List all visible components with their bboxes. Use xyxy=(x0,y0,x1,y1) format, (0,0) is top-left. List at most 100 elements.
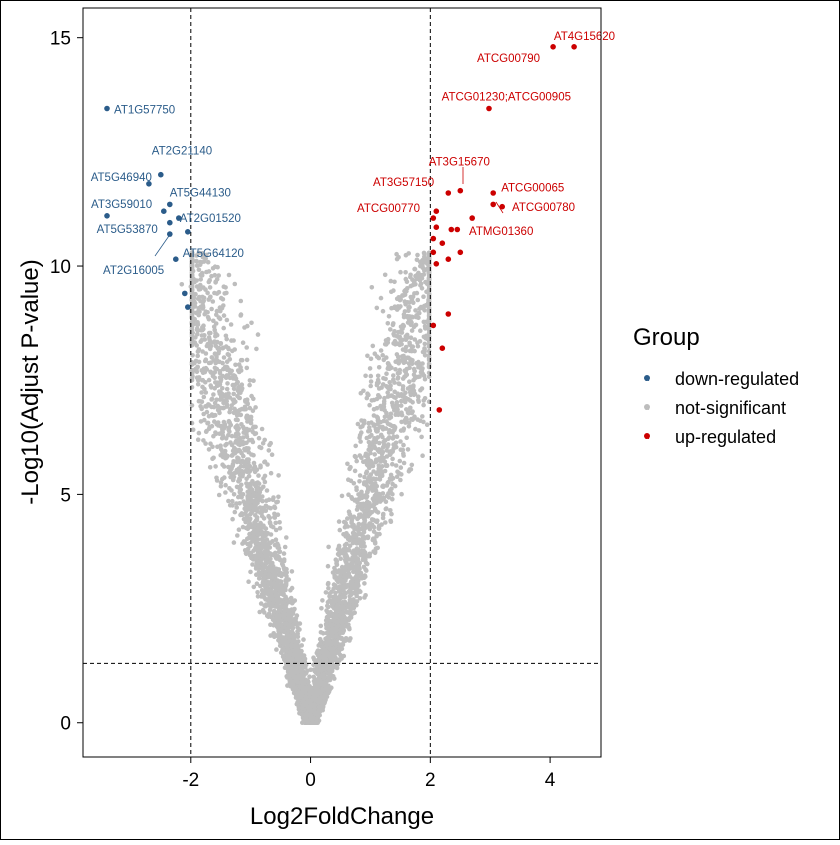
ns-point xyxy=(387,366,392,372)
ns-point xyxy=(325,563,331,569)
ns-point xyxy=(190,427,196,433)
ns-point xyxy=(234,484,240,490)
ns-point xyxy=(385,444,390,450)
ns-point xyxy=(291,636,297,641)
ns-point xyxy=(387,435,392,440)
ns-point xyxy=(296,697,301,703)
ns-point xyxy=(231,338,236,343)
ns-point xyxy=(226,498,231,504)
ns-point xyxy=(390,322,396,328)
ns-point xyxy=(339,580,345,585)
ns-point xyxy=(394,400,400,405)
ns-point xyxy=(237,476,242,482)
ns-point xyxy=(212,272,218,278)
ns-point xyxy=(424,422,430,428)
ns-point xyxy=(195,381,201,387)
ns-point xyxy=(242,548,248,553)
ns-point xyxy=(198,399,203,404)
ns-point xyxy=(403,420,408,425)
ns-point xyxy=(417,339,423,344)
ns-point xyxy=(231,540,237,545)
ns-point xyxy=(368,383,374,389)
ns-point xyxy=(378,459,384,464)
ns-point xyxy=(416,428,422,433)
ns-point xyxy=(297,621,303,626)
ns-point xyxy=(201,438,206,443)
ns-point xyxy=(361,534,366,539)
ns-point xyxy=(245,419,250,424)
ns-point xyxy=(336,623,341,628)
ns-point xyxy=(250,498,255,504)
ns-point xyxy=(399,491,404,497)
ns-point xyxy=(383,376,388,382)
ns-point xyxy=(212,365,218,371)
ns-point xyxy=(376,393,381,398)
ns-point xyxy=(399,419,404,425)
ns-point xyxy=(263,503,269,509)
ns-point xyxy=(268,470,274,476)
ns-point xyxy=(275,614,281,620)
ns-point xyxy=(392,329,397,334)
ns-point xyxy=(288,588,293,593)
ns-point xyxy=(239,406,245,412)
ns-point xyxy=(265,462,270,467)
ns-point xyxy=(385,321,391,326)
ns-point xyxy=(385,421,391,427)
ns-point xyxy=(327,593,332,599)
ns-point xyxy=(206,269,212,274)
ns-point xyxy=(376,355,382,361)
ns-point xyxy=(228,474,233,480)
ns-point xyxy=(249,534,255,539)
ns-point xyxy=(213,431,219,437)
ns-point xyxy=(390,430,395,435)
ns-point xyxy=(236,362,242,367)
ns-point xyxy=(408,272,413,278)
ns-point xyxy=(367,500,372,506)
ns-point xyxy=(419,368,425,374)
ns-point xyxy=(266,572,272,577)
ns-point xyxy=(262,543,267,548)
ns-point xyxy=(218,394,224,399)
ns-point xyxy=(371,422,377,427)
ns-point xyxy=(234,409,240,415)
ns-point xyxy=(189,403,195,408)
ns-point xyxy=(255,590,260,595)
ns-point xyxy=(365,535,371,541)
ns-point xyxy=(207,465,213,470)
ns-point xyxy=(272,505,278,511)
ns-point xyxy=(380,491,386,496)
ns-point xyxy=(199,333,205,338)
ns-point xyxy=(255,594,261,599)
ns-point xyxy=(214,308,220,314)
ns-point xyxy=(399,330,405,335)
ns-point xyxy=(357,435,362,441)
ns-point xyxy=(348,464,353,470)
ns-point xyxy=(194,343,199,348)
ns-point xyxy=(280,654,286,660)
ns-point xyxy=(339,610,345,616)
ns-point xyxy=(337,657,342,662)
ns-point xyxy=(360,557,366,563)
ns-point xyxy=(227,369,233,374)
ns-point xyxy=(401,312,407,317)
ns-point xyxy=(254,581,260,586)
ns-point xyxy=(377,440,382,446)
ns-point xyxy=(199,368,204,373)
ns-point xyxy=(387,380,393,385)
ns-point xyxy=(358,390,364,396)
ns-point xyxy=(387,451,393,457)
ns-point xyxy=(370,343,376,349)
ns-point xyxy=(301,655,307,661)
ns-point xyxy=(374,396,380,402)
ns-point xyxy=(344,609,350,615)
ns-point xyxy=(385,340,391,345)
ns-point xyxy=(413,322,419,328)
ns-point xyxy=(206,316,212,322)
ns-point xyxy=(397,367,403,373)
ns-point xyxy=(334,560,339,566)
ns-point xyxy=(219,423,224,429)
ns-point xyxy=(229,453,235,458)
ns-point xyxy=(340,550,345,556)
ns-point xyxy=(194,369,200,375)
ns-point xyxy=(368,472,374,477)
